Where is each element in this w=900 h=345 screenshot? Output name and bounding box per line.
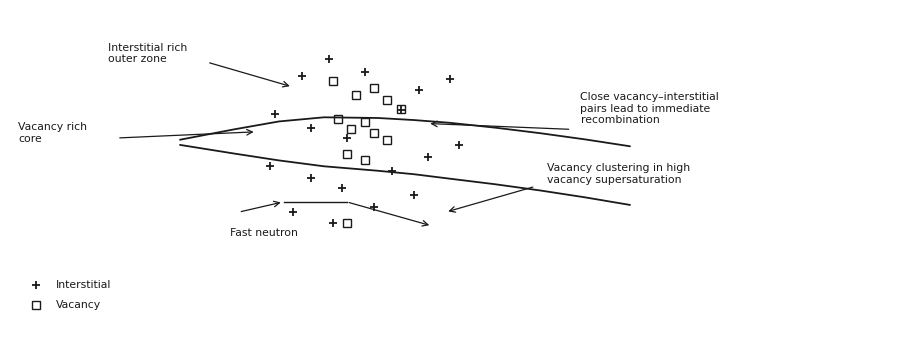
Text: Fast neutron: Fast neutron bbox=[230, 228, 297, 238]
Text: Vacancy rich
core: Vacancy rich core bbox=[18, 122, 87, 144]
Text: Vacancy: Vacancy bbox=[56, 300, 101, 310]
Text: Vacancy clustering in high
vacancy supersaturation: Vacancy clustering in high vacancy super… bbox=[547, 164, 690, 185]
Text: Interstitial: Interstitial bbox=[56, 280, 112, 289]
Text: Interstitial rich
outer zone: Interstitial rich outer zone bbox=[108, 43, 187, 64]
Text: Close vacancy–interstitial
pairs lead to immediate
recombination: Close vacancy–interstitial pairs lead to… bbox=[580, 92, 719, 125]
